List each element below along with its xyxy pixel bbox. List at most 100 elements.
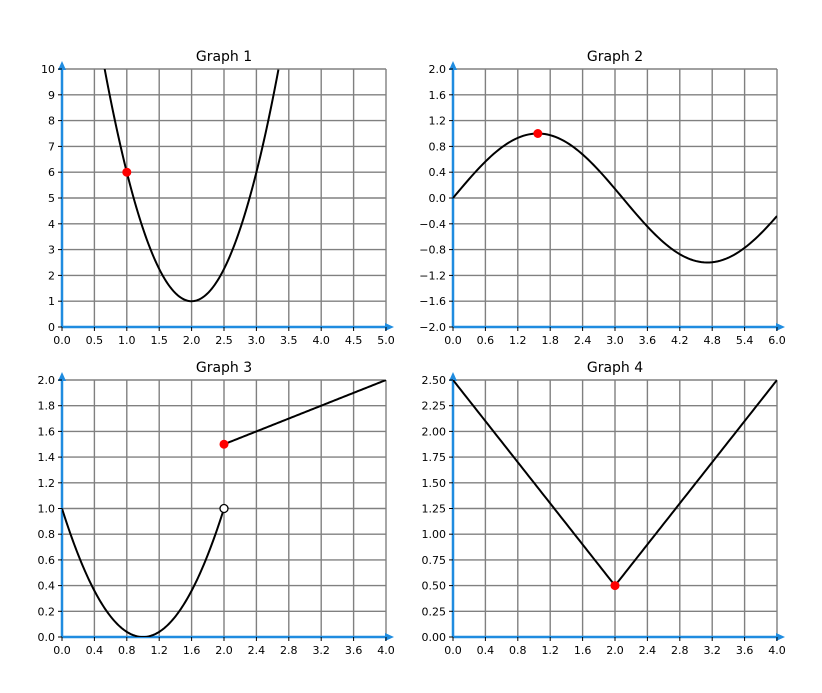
x-tick-label: 0.0 [444, 644, 462, 657]
x-tick-label: 4.0 [768, 644, 786, 657]
chart-title: Graph 1 [196, 49, 252, 65]
chart-title: Graph 3 [196, 360, 252, 376]
x-tick-label: 1.8 [541, 334, 559, 347]
y-axis-arrow [449, 61, 457, 70]
series-curve [223, 380, 386, 446]
x-tick-label: 3.6 [736, 644, 754, 657]
y-tick-label: 1 [48, 295, 55, 308]
y-tick-label: −2.0 [419, 321, 446, 334]
y-axis-arrow [449, 372, 457, 381]
x-tick-label: 2.8 [280, 644, 298, 657]
y-tick-label: 1.2 [429, 115, 447, 128]
y-tick-label: 0.75 [422, 554, 447, 567]
y-tick-label: 0.0 [429, 192, 447, 205]
x-tick-label: 3.2 [312, 644, 330, 657]
highlight-point [122, 167, 132, 177]
x-tick-label: 2.8 [671, 644, 689, 657]
y-tick-label: 10 [41, 63, 55, 76]
y-tick-label: −0.4 [419, 218, 446, 231]
y-tick-label: −1.2 [419, 269, 446, 282]
x-tick-label: 0.4 [86, 644, 104, 657]
x-tick-label: 1.2 [150, 644, 168, 657]
chart-title: Graph 2 [587, 49, 643, 65]
y-tick-label: 0.8 [429, 140, 447, 153]
y-tick-label: 0.2 [38, 605, 56, 618]
y-tick-label: 0.25 [422, 605, 447, 618]
y-tick-label: 0.4 [38, 580, 56, 593]
y-tick-label: 0.4 [429, 166, 447, 179]
x-tick-label: 3.6 [639, 334, 657, 347]
y-tick-label: 2.25 [422, 400, 447, 413]
x-tick-label: 0.0 [53, 334, 71, 347]
y-tick-label: 1.50 [422, 477, 447, 490]
y-tick-label: 0 [48, 321, 55, 334]
graph-3: Graph 3 0.0 0.4 0.8 1.2 1.6 2.0 2.4 2.8 3.2 3.6 4.0… [38, 360, 395, 657]
x-tick-label: 5.0 [377, 334, 395, 347]
y-tick-label: 5 [48, 192, 55, 205]
y-tick-label: 1.4 [38, 451, 56, 464]
y-tick-label: 2.0 [38, 374, 56, 387]
highlight-point [533, 129, 543, 138]
y-tick-label: 1.6 [38, 425, 56, 438]
y-tick-label: 1.00 [422, 528, 447, 541]
x-tick-label: 2.0 [215, 644, 233, 657]
x-tick-label: 3.0 [606, 334, 624, 347]
x-tick-label: 0.0 [444, 334, 462, 347]
x-tick-label: 2.5 [215, 334, 233, 347]
x-tick-label: 3.5 [280, 334, 298, 347]
y-tick-label: 0.50 [422, 580, 447, 593]
y-tick-label: 1.0 [38, 503, 56, 516]
x-tick-label: 3.6 [345, 644, 363, 657]
y-tick-label: 4 [48, 218, 55, 231]
y-tick-label: 1.8 [38, 400, 56, 413]
x-tick-label: 2.0 [183, 334, 201, 347]
x-tick-label: 0.8 [509, 644, 527, 657]
x-tick-label: 1.2 [509, 334, 527, 347]
x-tick-label: 2.4 [574, 334, 592, 347]
x-tick-label: 4.0 [312, 334, 330, 347]
y-axis-arrow [58, 372, 66, 381]
x-tick-label: 1.6 [183, 644, 201, 657]
y-tick-label: 1.2 [38, 477, 56, 490]
y-tick-label: 0.00 [422, 631, 447, 644]
x-tick-label: 0.8 [118, 644, 136, 657]
y-tick-label: 7 [48, 140, 55, 153]
graph-4: Graph 4 0.0 0.4 0.8 1.2 1.6 2.0 2.4 2.8 3.2 3.6 4.0… [422, 360, 786, 657]
x-tick-label: 2.4 [248, 644, 266, 657]
x-tick-label: 2.0 [606, 644, 624, 657]
y-tick-label: 2.00 [422, 425, 447, 438]
y-tick-label: 9 [48, 89, 55, 102]
y-tick-label: 8 [48, 115, 55, 128]
y-tick-label: 2.0 [429, 63, 447, 76]
series-curve [453, 132, 777, 264]
y-tick-label: 2.50 [422, 374, 447, 387]
x-tick-label: 0.6 [477, 334, 495, 347]
x-tick-label: 1.5 [150, 334, 168, 347]
x-axis-arrow [385, 323, 394, 331]
x-tick-label: 0.5 [86, 334, 104, 347]
x-axis-arrow [776, 633, 785, 641]
y-tick-label: −1.6 [419, 295, 446, 308]
y-tick-label: 6 [48, 166, 55, 179]
y-tick-label: 1.6 [429, 89, 447, 102]
x-tick-label: 6.0 [768, 334, 786, 347]
y-tick-label: 0.8 [38, 528, 56, 541]
x-tick-label: 5.4 [736, 334, 754, 347]
x-tick-label: 1.6 [574, 644, 592, 657]
x-tick-label: 3.2 [703, 644, 721, 657]
y-axis-arrow [58, 61, 66, 70]
y-tick-label: 1.75 [422, 451, 447, 464]
x-tick-label: 4.0 [377, 644, 395, 657]
x-tick-label: 0.4 [477, 644, 495, 657]
x-tick-label: 4.8 [703, 334, 721, 347]
y-tick-label: 0.0 [38, 631, 56, 644]
x-tick-label: 2.4 [639, 644, 657, 657]
x-tick-label: 4.2 [671, 334, 689, 347]
open-point [219, 503, 229, 514]
y-tick-label: −0.8 [419, 244, 446, 257]
series-curve [103, 69, 280, 303]
highlight-point [219, 439, 229, 449]
x-tick-label: 3.0 [248, 334, 266, 347]
graph-1: Graph 1 0.0 0.5 1.0 1.5 2.0 2.5 3.0 3.5 4.0 4.5 5.0… [41, 49, 395, 347]
